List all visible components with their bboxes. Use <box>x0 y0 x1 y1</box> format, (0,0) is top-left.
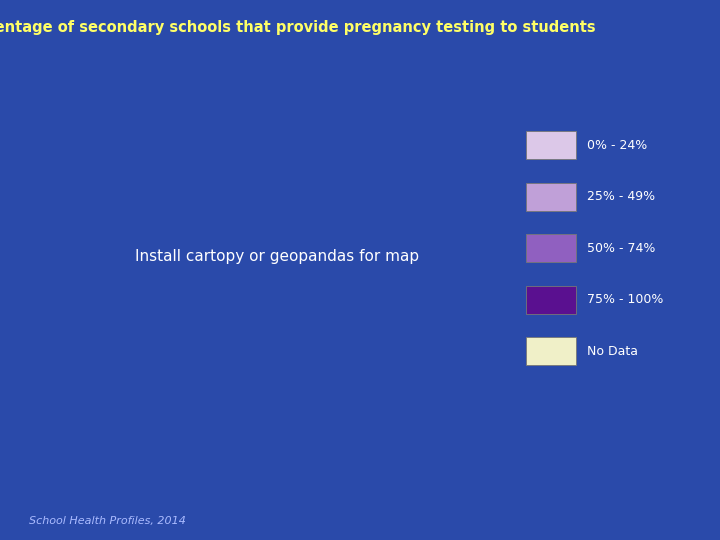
FancyBboxPatch shape <box>526 234 576 262</box>
Text: School Health Profiles, 2014: School Health Profiles, 2014 <box>29 516 186 526</box>
Text: No Data: No Data <box>587 345 638 358</box>
FancyBboxPatch shape <box>526 183 576 211</box>
Text: Install cartopy or geopandas for map: Install cartopy or geopandas for map <box>135 249 419 264</box>
FancyBboxPatch shape <box>526 338 576 366</box>
Text: Percentage of secondary schools that provide pregnancy testing to students: Percentage of secondary schools that pro… <box>0 21 596 36</box>
Text: 0% - 24%: 0% - 24% <box>587 139 647 152</box>
Text: 25% - 49%: 25% - 49% <box>587 191 655 204</box>
Text: 50% - 74%: 50% - 74% <box>587 242 655 255</box>
FancyBboxPatch shape <box>526 286 576 314</box>
FancyBboxPatch shape <box>526 131 576 159</box>
Text: 75% - 100%: 75% - 100% <box>587 293 663 306</box>
